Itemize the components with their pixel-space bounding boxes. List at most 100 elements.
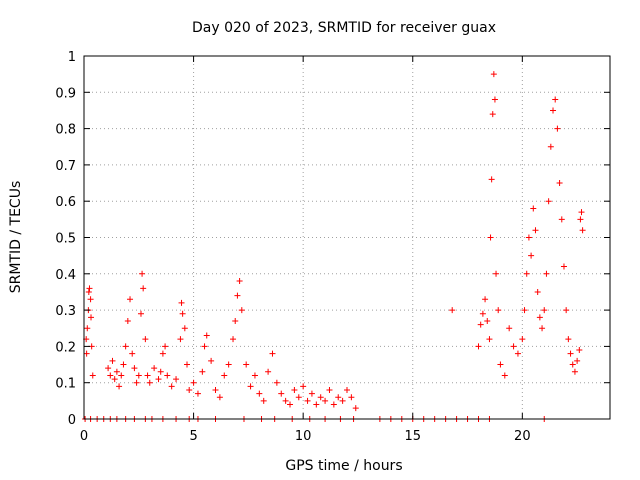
data-point [510, 343, 517, 350]
data-point [116, 383, 123, 390]
data-point [131, 365, 138, 372]
data-point [348, 394, 355, 401]
data-point [113, 368, 120, 375]
data-point [541, 307, 548, 314]
data-point [155, 376, 162, 383]
data-point [488, 176, 495, 183]
data-point [525, 234, 532, 241]
data-point [127, 296, 134, 303]
data-point [487, 234, 494, 241]
data-point [563, 307, 570, 314]
data-point [565, 336, 572, 343]
data-point [178, 299, 185, 306]
data-point [567, 350, 574, 357]
x-tick-label: 5 [189, 429, 197, 444]
data-point [201, 343, 208, 350]
data-point [236, 278, 243, 285]
data-point [159, 350, 166, 357]
data-point [87, 296, 94, 303]
data-point [164, 372, 171, 379]
data-point [330, 401, 337, 408]
data-point [543, 270, 550, 277]
data-point [304, 397, 311, 404]
data-point [519, 336, 526, 343]
data-point [560, 263, 567, 270]
data-point [278, 390, 285, 397]
x-tick-label: 15 [404, 429, 421, 444]
grid-layer [84, 56, 610, 419]
data-point [142, 336, 149, 343]
data-point [530, 205, 537, 212]
data-point [146, 379, 153, 386]
data-point [550, 107, 557, 114]
data-point [247, 383, 254, 390]
data-point [501, 372, 508, 379]
data-point [173, 376, 180, 383]
data-point [558, 216, 565, 223]
data-point [256, 390, 263, 397]
data-point [168, 383, 175, 390]
data-point [230, 336, 237, 343]
y-tick-label: 0.4 [55, 268, 76, 283]
data-point [486, 336, 493, 343]
data-point [181, 325, 188, 332]
x-tick-label: 0 [80, 429, 88, 444]
data-point [556, 180, 563, 187]
y-tick-label: 0.5 [55, 232, 76, 247]
data-point [137, 310, 144, 317]
data-point [326, 386, 333, 393]
data-point [120, 361, 127, 368]
data-point [184, 361, 191, 368]
data-point [151, 365, 158, 372]
data-point [475, 343, 482, 350]
data-point [295, 394, 302, 401]
data-point [208, 357, 215, 364]
data-point [109, 357, 116, 364]
data-point [265, 368, 272, 375]
data-point [144, 372, 151, 379]
ticks-layer: 00.10.20.30.40.50.60.70.80.910 5 10 15 20 [55, 50, 610, 444]
data-point [129, 350, 136, 357]
y-tick-label: 1 [68, 50, 76, 65]
data-point [186, 386, 193, 393]
data-point [477, 321, 484, 328]
data-point [552, 96, 559, 103]
x-tick-label: 20 [514, 429, 531, 444]
data-point [85, 288, 92, 295]
data-point [282, 397, 289, 404]
data-point [344, 386, 350, 393]
data-point [352, 405, 359, 412]
data-point [122, 343, 129, 350]
data-point [577, 216, 584, 223]
data-point [489, 111, 496, 118]
data-point [243, 361, 250, 368]
y-tick-label: 0 [68, 413, 76, 428]
data-point [238, 307, 245, 314]
data-point [495, 307, 502, 314]
data-point [569, 361, 576, 368]
y-tick-label: 0.6 [55, 195, 76, 210]
data-point [534, 288, 541, 295]
data-point [162, 343, 169, 350]
data-point [287, 401, 294, 408]
data-point [571, 368, 578, 375]
data-point [554, 125, 561, 132]
data-point [179, 310, 186, 317]
x-axis-label: GPS time / hours [285, 458, 402, 474]
data-point [234, 292, 241, 299]
data-point [547, 143, 554, 150]
data-point [317, 394, 324, 401]
data-point [479, 310, 486, 317]
data-point [83, 350, 90, 357]
data-point [107, 372, 114, 379]
y-axis-label: SRMTID / TECUs [8, 181, 24, 294]
y-tick-label: 0.8 [55, 123, 76, 138]
data-point [514, 350, 521, 357]
y-tick-label: 0.9 [55, 86, 76, 101]
data-point [493, 270, 500, 277]
data-point [528, 252, 535, 259]
data-point [576, 347, 583, 354]
data-point [140, 285, 147, 292]
data-point [521, 307, 528, 314]
